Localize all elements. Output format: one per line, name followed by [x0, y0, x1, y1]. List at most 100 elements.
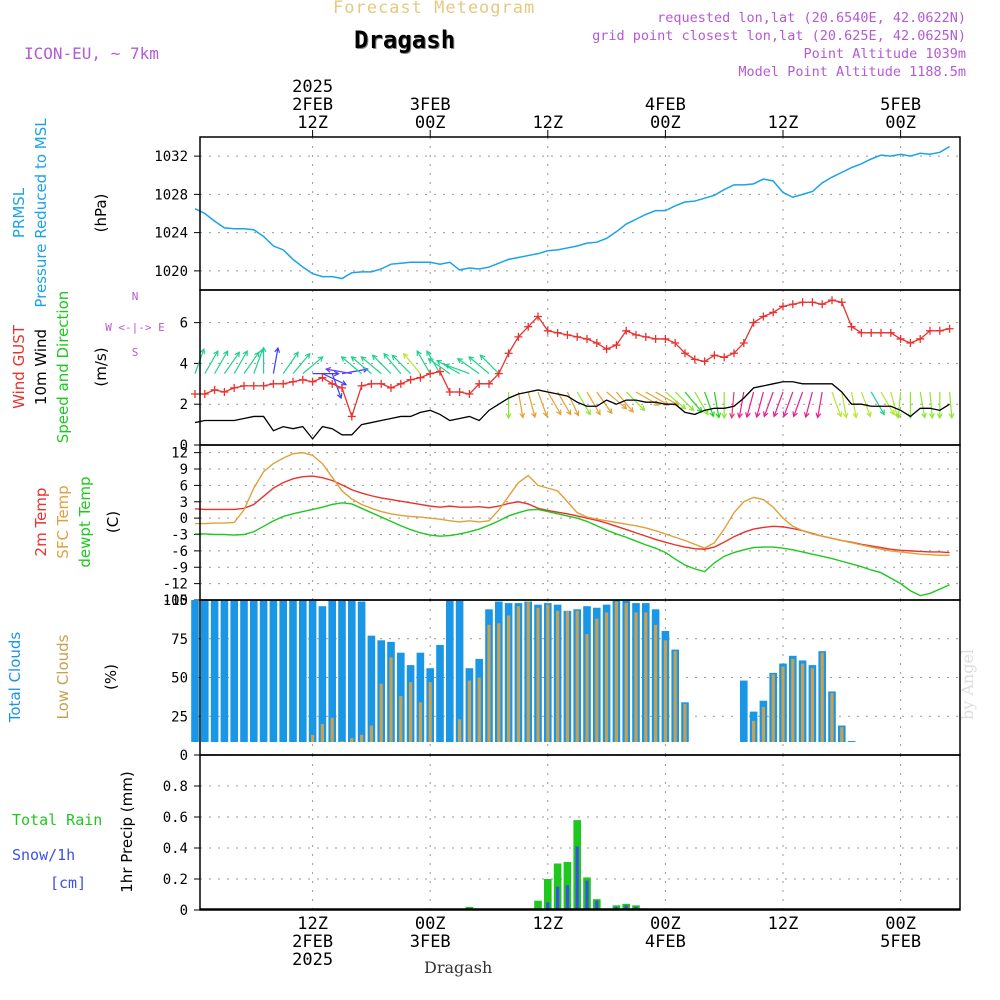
point-altitude: Point Altitude 1039m — [803, 46, 966, 62]
wind-arrow-shaft — [403, 353, 421, 375]
gust-marker — [485, 379, 493, 388]
gust-marker — [583, 334, 591, 343]
total-cloud-label: Total Clouds — [6, 632, 24, 724]
wind-arrow — [754, 391, 764, 419]
snow-bar — [585, 880, 589, 910]
gust-label: Wind GUST — [10, 324, 28, 409]
low-cloud-bar — [379, 683, 383, 742]
bottom-time-label: 12Z — [768, 914, 799, 934]
wind-arrow — [737, 391, 745, 419]
wind-arrow — [586, 391, 601, 416]
total-cloud-bar — [201, 600, 209, 742]
snow-bar — [546, 902, 550, 910]
wind-arrow — [292, 352, 311, 375]
temp-unit: (C) — [104, 511, 122, 533]
gust-marker — [808, 298, 817, 307]
low-cloud-bar — [556, 610, 560, 742]
total-cloud-bar — [230, 600, 238, 742]
wind-arrow-head — [842, 412, 849, 419]
wind-arrow-head — [721, 413, 728, 420]
top-time-label: 12Z — [297, 113, 328, 133]
top-time-label: 3FEB — [410, 95, 451, 115]
gust-marker — [592, 339, 601, 348]
wind-label: 10m Wind — [32, 329, 50, 405]
wind-arrow-shaft — [479, 354, 500, 375]
wind-arrow — [547, 391, 562, 416]
low-cloud-bar — [761, 706, 765, 742]
wind-arrow-head — [803, 412, 810, 419]
top-time-label: 12Z — [532, 113, 563, 133]
wind-arrow-shaft — [253, 348, 264, 374]
total-cloud-bar — [259, 600, 268, 742]
wind-arrow-shaft — [436, 360, 460, 375]
wind-arrow-shaft — [817, 391, 823, 418]
bottom-time-label: 4FEB — [645, 932, 686, 952]
y-tick-label: 0 — [180, 438, 188, 454]
y-tick-label: 0 — [180, 903, 188, 919]
low-cloud-bar — [389, 657, 393, 742]
wind-arrow-head — [762, 411, 769, 418]
wind-arrow-shaft — [606, 391, 627, 410]
compass-west-east: W <-|-> E — [105, 321, 165, 334]
gust-marker — [612, 341, 621, 350]
low-cloud-bar — [536, 607, 540, 742]
footer-station: Dragash — [424, 958, 493, 977]
wind-arrow — [350, 356, 372, 375]
wind-arrow — [615, 391, 634, 413]
wind-arrow-shaft — [596, 391, 613, 414]
low-cloud-bar — [810, 668, 814, 742]
wind-arrow — [815, 391, 823, 419]
wind-arrow-shaft — [805, 391, 813, 418]
y-tick-label: 0 — [180, 511, 188, 527]
low-cloud-bar — [644, 612, 648, 742]
bottom-time-label: 5FEB — [880, 932, 921, 952]
low-cloud-bar — [771, 674, 775, 742]
wind-arrow — [383, 352, 402, 375]
bottom-time-label: 00Z — [885, 914, 916, 934]
wind-arrow — [566, 391, 580, 417]
wind-arrow — [665, 391, 687, 410]
gust-marker — [828, 296, 836, 305]
gust-marker — [308, 377, 317, 386]
wind-arrow-shaft — [302, 356, 324, 375]
wind-arrow-shaft — [860, 391, 871, 417]
gust-marker — [338, 383, 346, 392]
gust-marker — [769, 308, 778, 317]
wind-arrow-shaft — [746, 391, 755, 418]
wind-arrow — [596, 391, 613, 415]
snow-bar — [595, 900, 599, 910]
wind-arrow-shaft — [713, 391, 720, 418]
gust-marker — [534, 312, 542, 321]
y-tick-label: 0.8 — [163, 779, 188, 795]
gust-marker — [249, 381, 258, 390]
gust-marker — [749, 318, 758, 327]
wind-arrow-head — [260, 346, 267, 353]
wind-arrow-head — [383, 352, 389, 359]
gust-marker — [730, 349, 738, 358]
snow-unit-label: [cm] — [50, 874, 86, 892]
wind-arrow-head — [889, 409, 895, 416]
gust-marker — [818, 300, 827, 309]
wind-direction-label: Speed and Direction — [54, 291, 72, 444]
gust-marker — [700, 357, 709, 366]
gust-marker — [935, 326, 944, 335]
wind-arrow-shaft — [537, 391, 548, 417]
wind-arrow-head — [391, 354, 398, 361]
y-tick-label: 6 — [180, 478, 188, 494]
y-tick-label: 25 — [171, 709, 188, 725]
wind-arrow-head — [223, 350, 229, 357]
wind-arrow — [260, 346, 267, 374]
panel-wind: 0 2 4 6 — [180, 290, 960, 454]
wind-arrow-shaft — [383, 353, 402, 375]
low-cloud-bar — [428, 682, 432, 742]
wind-arrow-shaft — [527, 391, 536, 418]
total-cloud-bar — [740, 680, 748, 742]
wind-arrow — [831, 391, 843, 418]
gust-marker — [347, 412, 356, 421]
gust-marker — [200, 390, 209, 399]
gust-marker — [543, 326, 552, 335]
low-cloud-bar — [624, 603, 628, 742]
wind-arrow-head — [836, 411, 843, 418]
wind-arrow-shaft — [547, 391, 562, 415]
